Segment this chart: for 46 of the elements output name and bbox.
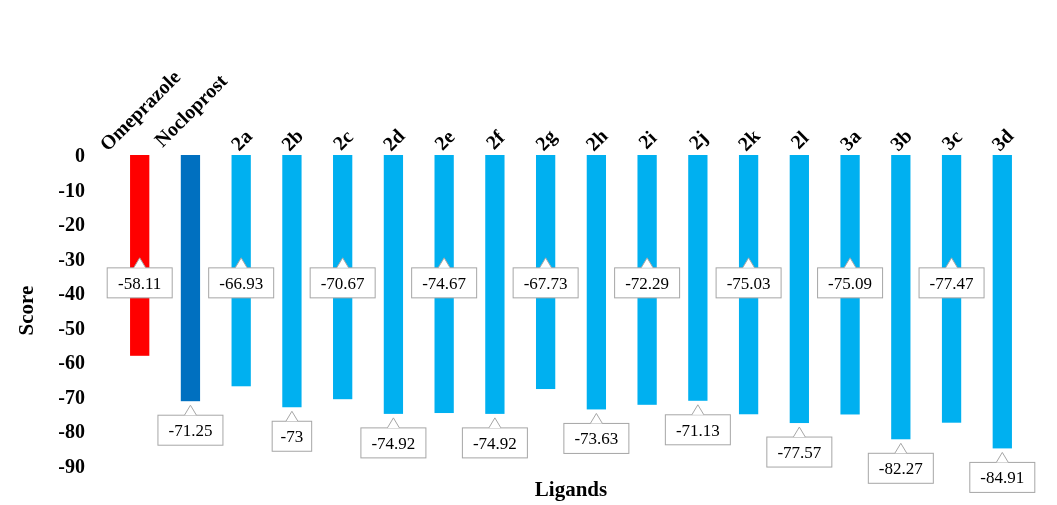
x-tick-label: 3b (885, 124, 917, 155)
y-tick-label: -40 (58, 282, 85, 305)
y-tick-label: -90 (58, 455, 85, 477)
data-label: -74.67 (422, 273, 467, 293)
data-label: -74.92 (371, 433, 416, 453)
y-axis-title: Score (14, 285, 38, 336)
data-label: -73.63 (574, 429, 619, 449)
data-label: -67.73 (523, 273, 568, 293)
x-tick-label: 2j (684, 125, 713, 155)
data-label: -77.47 (929, 273, 975, 293)
x-tick-label: 2c (328, 125, 358, 155)
x-axis-title: Ligands (534, 477, 608, 501)
x-tick-label: 2d (378, 124, 409, 155)
data-label: -74.92 (472, 433, 517, 453)
data-label: -58.11 (118, 273, 162, 293)
data-label: -72.29 (625, 273, 670, 293)
y-tick-label: -80 (58, 420, 85, 443)
x-tick-label: 3c (937, 125, 967, 155)
y-tick-label: 0 (75, 144, 85, 166)
data-label: -73 (280, 427, 304, 447)
x-tick-label: 2b (276, 124, 308, 155)
data-label: -66.93 (219, 273, 264, 293)
data-label: -77.57 (777, 443, 822, 463)
x-tick-label: 2f (481, 125, 509, 154)
y-tick-label: -10 (58, 178, 85, 201)
data-label: -71.25 (168, 421, 213, 441)
y-tick-label: -30 (58, 247, 85, 270)
x-tick-label: 2h (581, 124, 612, 155)
x-tick-label: 2g (530, 124, 562, 156)
data-label: -75.03 (726, 273, 771, 293)
data-label: -84.91 (980, 468, 1025, 488)
x-tick-label: 2a (226, 124, 257, 155)
data-label: -70.67 (320, 273, 366, 293)
y-tick-label: -20 (58, 213, 85, 236)
y-tick-label: -60 (58, 351, 85, 374)
y-tick-label: -70 (58, 385, 85, 408)
x-tick-label: 2i (633, 126, 661, 153)
y-tick-label: -50 (58, 316, 85, 339)
x-tick-label: 2k (733, 123, 765, 155)
x-tick-label: 2e (429, 125, 459, 155)
data-label: -75.09 (828, 273, 873, 293)
data-label: -82.27 (878, 459, 924, 479)
x-tick-label: 3a (835, 124, 865, 155)
x-tick-label: 3d (987, 124, 1018, 155)
data-label: -71.13 (675, 420, 720, 440)
x-tick-label: 2l (786, 126, 813, 153)
